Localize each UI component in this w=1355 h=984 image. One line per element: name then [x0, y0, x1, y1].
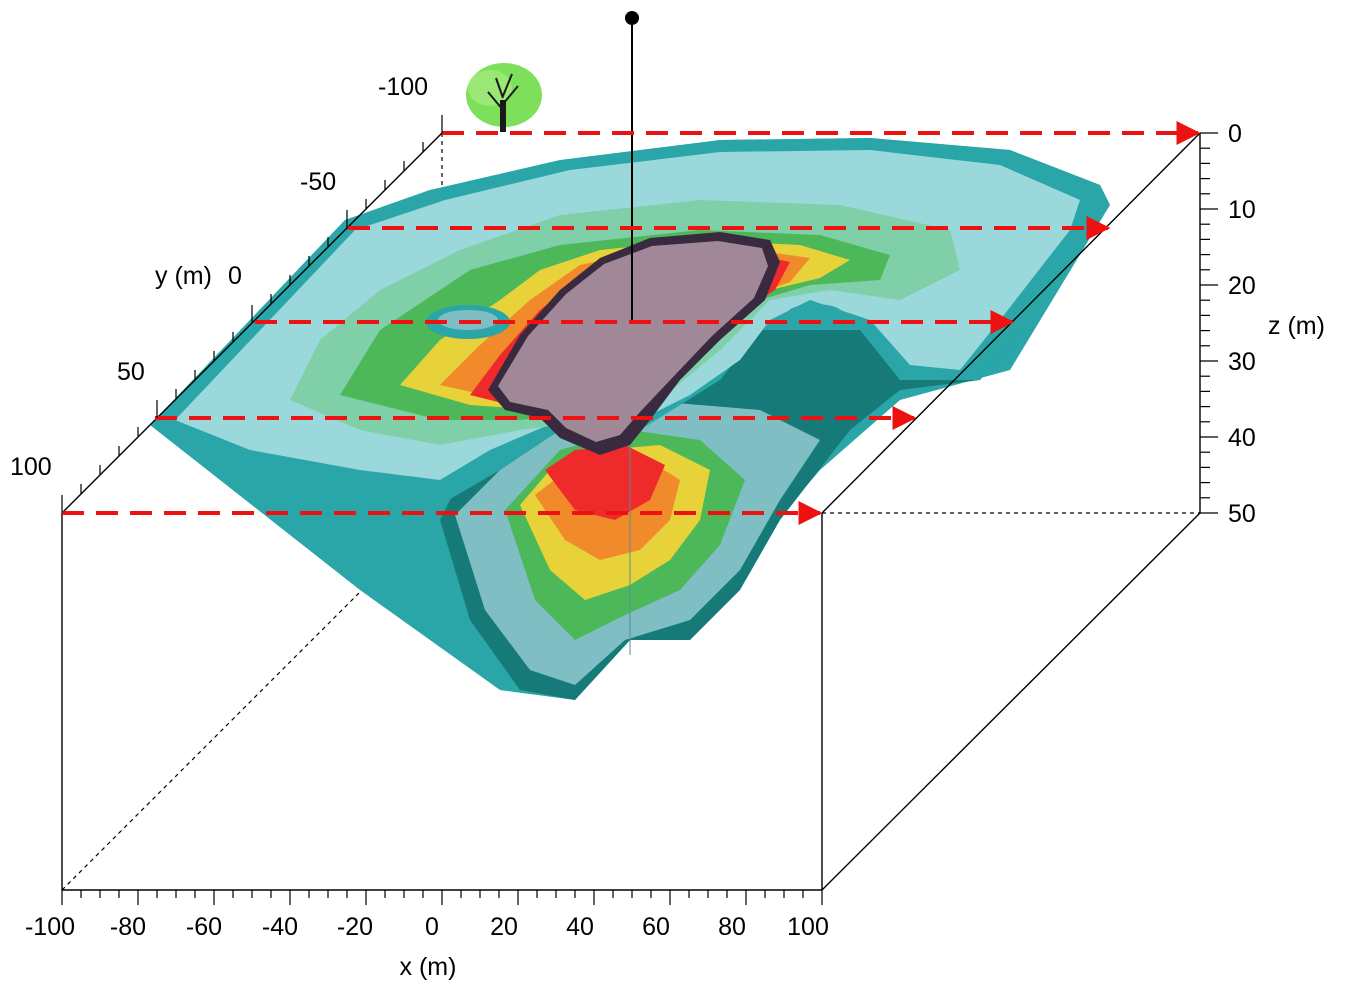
- z-tick-label: 30: [1228, 348, 1256, 376]
- z-tick-label: 0: [1228, 120, 1242, 148]
- x-tick-label: -100: [25, 913, 75, 941]
- tree-icon: [466, 63, 542, 132]
- z-axis-title: z (m): [1268, 312, 1325, 340]
- plume-core: [498, 241, 768, 442]
- z-axis: 0 10 20 30 40 50 z (m): [1228, 120, 1325, 528]
- x-tick-label: 100: [787, 913, 829, 941]
- x-axis-title: x (m): [400, 953, 457, 981]
- well-marker-icon: [625, 11, 639, 323]
- y-tick-label: -100: [378, 73, 428, 101]
- z-tick-label: 40: [1228, 424, 1256, 452]
- z-axis-ticks: [1200, 132, 1218, 514]
- x-tick-label: -40: [262, 913, 298, 941]
- x-tick-label: 20: [490, 913, 518, 941]
- z-tick-label: 50: [1228, 500, 1256, 528]
- x-axis: -100 -80 -60 -40 -20 0 20 40 60 80 100 x…: [25, 913, 829, 981]
- y-axis: -100 -50 0 50 100 y (m): [10, 73, 428, 481]
- x-tick-label: -60: [186, 913, 222, 941]
- x-tick-label: 60: [642, 913, 670, 941]
- x-tick-label: 40: [566, 913, 594, 941]
- y-tick-label: 100: [10, 453, 52, 481]
- y-axis-ticks: [61, 115, 443, 513]
- x-tick-label: -20: [337, 913, 373, 941]
- x-tick-label: -80: [110, 913, 146, 941]
- y-tick-label: 50: [117, 358, 145, 386]
- x-tick-label: 80: [718, 913, 746, 941]
- y-tick-label: 0: [228, 262, 242, 290]
- z-tick-label: 10: [1228, 196, 1256, 224]
- y-axis-title: y (m): [155, 262, 212, 290]
- cut-face-red: [545, 445, 665, 520]
- x-axis-ticks: [61, 890, 823, 905]
- z-tick-label: 20: [1228, 272, 1256, 300]
- y-tick-label: -50: [300, 168, 336, 196]
- island-right: [787, 304, 843, 324]
- flow-arrows: [62, 121, 1201, 525]
- x-tick-label: 0: [425, 913, 439, 941]
